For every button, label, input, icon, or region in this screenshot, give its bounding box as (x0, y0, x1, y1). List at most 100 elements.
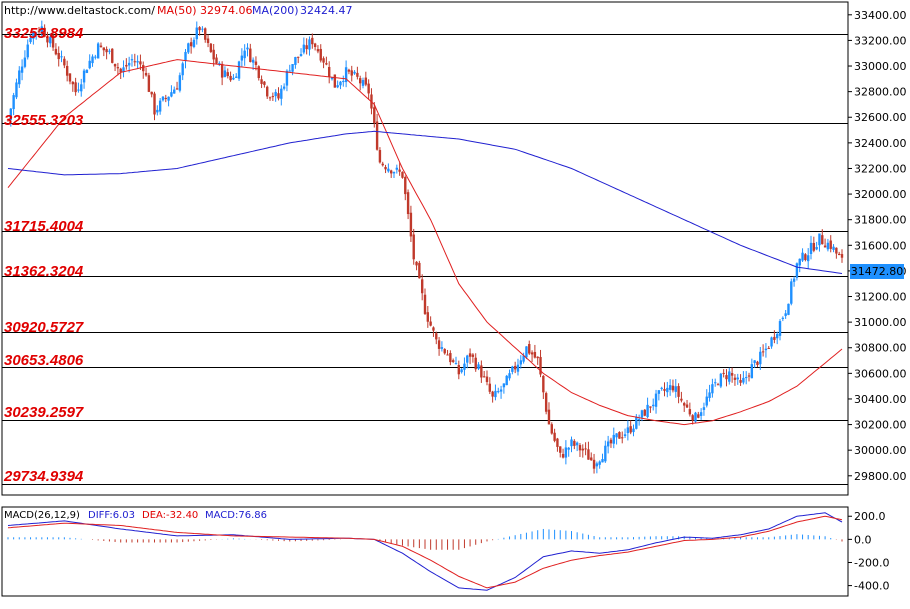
candle-body (637, 419, 641, 421)
candle-body (674, 386, 677, 392)
candle-body (54, 48, 58, 55)
candle-body (277, 93, 280, 99)
candle-body (663, 389, 666, 391)
y-tick-label: 31000.00 (854, 316, 907, 329)
candle-body (730, 373, 734, 376)
candle-body (201, 28, 204, 30)
candle-body (181, 63, 184, 76)
candle-body (249, 48, 252, 62)
candle-body (85, 69, 89, 73)
candle-body (544, 393, 548, 412)
macd-y-tick-label: -400.0 (854, 580, 889, 593)
candle-body (142, 65, 145, 72)
candle-body (590, 457, 593, 461)
candle-body (401, 171, 404, 178)
ma200-value: 32424.47 (300, 4, 353, 17)
macd-axis: 200.0 0.0 -200.0 -400.0 (848, 510, 889, 593)
candle-body (666, 387, 669, 393)
candle-body (643, 409, 646, 416)
candle-body (581, 448, 584, 451)
candle-body (561, 454, 565, 458)
candle-body (220, 63, 224, 78)
candle-body (505, 375, 508, 386)
candle-body (294, 57, 297, 65)
candle-body (553, 432, 556, 441)
candle-body (308, 39, 311, 50)
candle-body (477, 364, 480, 369)
candle-body (660, 387, 663, 389)
y-tick-label: 32600.00 (854, 111, 907, 124)
candle-body (809, 242, 813, 254)
candle-body (747, 375, 751, 377)
candle-body (457, 365, 461, 375)
candle-body (418, 262, 421, 279)
candle-body (406, 192, 410, 215)
candle-body (105, 49, 108, 53)
candle-body (795, 263, 799, 278)
candle-body (223, 70, 227, 78)
candle-body (578, 445, 582, 451)
candle-body (570, 439, 573, 447)
candle-body (745, 377, 748, 379)
candle-body (305, 45, 308, 50)
candle-body (528, 344, 531, 354)
candle-body (480, 365, 483, 378)
macd-y-tick-label: 200.0 (854, 510, 886, 523)
candle-body (415, 261, 418, 266)
candle-body (99, 45, 103, 47)
candle-body (333, 74, 337, 88)
candle-body (443, 349, 446, 354)
candle-body (358, 78, 362, 84)
last-price-tag: 31472.80 (850, 264, 904, 279)
candle-body (71, 81, 75, 85)
candle-body (592, 459, 596, 469)
candle-body (280, 88, 283, 99)
candle-body (108, 50, 111, 52)
candle-body (719, 373, 723, 387)
candle-body (204, 28, 207, 40)
candle-body (426, 312, 430, 322)
candle-body (806, 255, 810, 262)
candle-body (466, 355, 469, 363)
candle-body (57, 52, 60, 60)
candle-body (491, 391, 494, 397)
macd-histogram (7, 528, 843, 550)
candle-body (235, 76, 238, 78)
candle-body (615, 433, 618, 438)
candle-body (708, 392, 711, 399)
candle-body (677, 386, 680, 397)
y-tick-label: 31200.00 (854, 291, 907, 304)
candle-body (513, 365, 517, 370)
candle-body (437, 340, 441, 349)
candle-body (229, 75, 232, 81)
candle-body (361, 80, 365, 86)
candle-body (325, 63, 328, 65)
candle-body (271, 96, 275, 98)
candle-body (705, 396, 708, 406)
macd-panel-frame (1, 506, 849, 597)
candle-body (668, 385, 672, 390)
candle-body (94, 56, 97, 58)
grid-layer (1, 1, 849, 597)
candle-body (102, 47, 105, 51)
candle-body (764, 348, 768, 351)
candle-body (539, 356, 542, 375)
candle-body (80, 84, 83, 92)
candle-body (606, 441, 610, 447)
candle-body (781, 317, 785, 319)
candle-body (525, 346, 528, 358)
candle-body (136, 61, 139, 63)
candle-body (618, 432, 621, 439)
candle-body (387, 168, 390, 172)
candle-body (23, 57, 27, 67)
level-label: 33253.8984 (4, 25, 84, 42)
candle-body (297, 56, 300, 58)
level-label: 31362.3204 (4, 263, 84, 280)
y-tick-label: 31800.00 (854, 214, 907, 227)
candle-body (499, 389, 503, 392)
candle-body (837, 253, 841, 256)
level-label: 31715.4004 (4, 218, 84, 235)
candle-body (826, 242, 830, 250)
candle-body (189, 42, 193, 47)
candle-body (584, 448, 587, 450)
